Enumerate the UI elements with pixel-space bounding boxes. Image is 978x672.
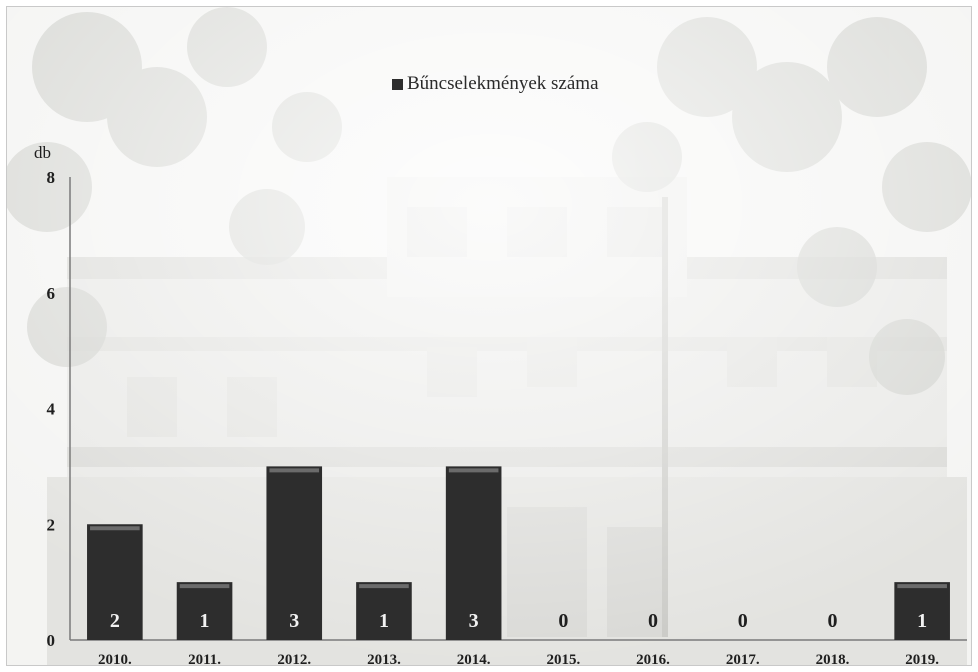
- bar-highlight: [448, 468, 499, 473]
- legend-label: Bűncselekmények száma: [407, 73, 599, 94]
- data-label: 2: [110, 610, 120, 632]
- bar-highlight: [269, 468, 320, 473]
- x-tick-label: 2012.: [277, 652, 311, 666]
- y-tick-label: 2: [47, 515, 56, 534]
- x-tick-label: 2017.: [726, 652, 760, 666]
- bar-2013: [356, 582, 412, 640]
- y-tick-label: 6: [47, 284, 56, 303]
- data-label: 0: [558, 610, 568, 632]
- bar-2010: [87, 524, 143, 640]
- x-tick-label: 2011.: [188, 652, 221, 666]
- bar-2011: [176, 582, 233, 640]
- data-label: 1: [917, 610, 927, 632]
- data-label: 3: [289, 610, 299, 632]
- x-tick-label: 2014.: [457, 652, 491, 666]
- bar-highlight: [90, 526, 140, 531]
- data-label: 3: [469, 610, 479, 632]
- legend: Bűncselekmények száma: [392, 73, 599, 95]
- data-label: 1: [379, 610, 389, 632]
- data-label: 0: [648, 610, 658, 632]
- y-tick-label: 8: [47, 168, 56, 187]
- y-axis-label: db: [34, 143, 51, 162]
- y-tick-label: 0: [47, 631, 56, 650]
- x-tick-label: 2018.: [816, 652, 850, 666]
- bar-highlight: [179, 584, 230, 589]
- x-tick-label: 2010.: [98, 652, 132, 666]
- data-label: 0: [738, 610, 748, 632]
- bar-2019: [894, 582, 950, 640]
- bar-highlight: [897, 584, 947, 589]
- x-tick-label: 2013.: [367, 652, 401, 666]
- bar-2014: [445, 466, 502, 640]
- x-tick-label: 2016.: [636, 652, 670, 666]
- y-tick-label: 4: [47, 400, 56, 419]
- bar-chart: 0 2 4 6 8 2 1 3 1 3 0 0 0 0 1 2010. 2011. 2012. 2013. 201…: [47, 168, 967, 666]
- chart-frame: 0 2 4 6 8 2 1 3 1 3 0 0 0 0 1 2010. 2011. 2012. 2013. 201…: [6, 6, 972, 666]
- x-tick-label: 2019.: [905, 652, 939, 666]
- x-tick-label: 2015.: [546, 652, 580, 666]
- bar-highlight: [359, 584, 409, 589]
- bar-2012: [266, 466, 323, 640]
- legend-swatch: [392, 78, 403, 90]
- data-label: 0: [827, 610, 837, 632]
- data-label: 1: [200, 610, 210, 632]
